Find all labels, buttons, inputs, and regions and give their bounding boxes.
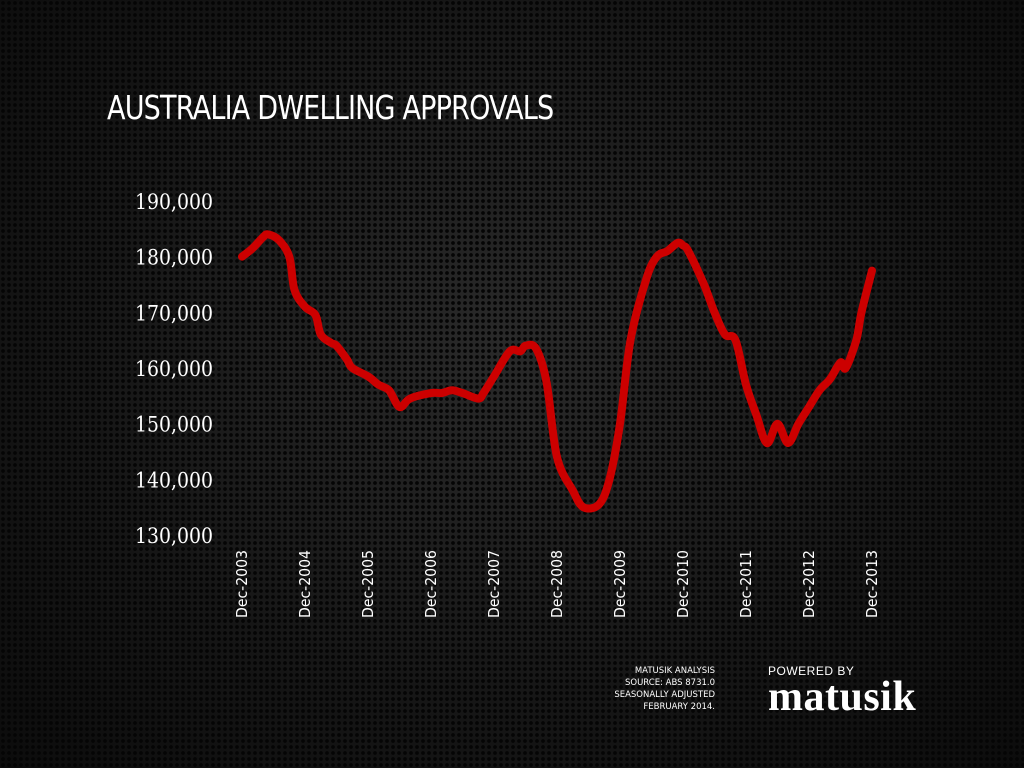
y-tick-label: 160,000: [135, 357, 213, 381]
source-note: MATUSIK ANALYSIS SOURCE: ABS 8731.0 SEAS…: [610, 665, 715, 713]
y-tick-label: 150,000: [135, 413, 213, 437]
source-line-1: MATUSIK ANALYSIS: [634, 666, 715, 676]
x-tick-label: Dec-2008: [548, 550, 566, 618]
x-tick-label: Dec-2009: [611, 550, 629, 618]
y-tick-label: 130,000: [135, 524, 213, 548]
matusik-logo: POWERED BY matusik: [768, 664, 917, 720]
logo-wordmark: matusik: [768, 674, 917, 720]
x-tick-label: Dec-2013: [863, 550, 881, 618]
x-tick-label: Dec-2005: [359, 550, 377, 618]
logo-powered-by: POWERED BY: [768, 664, 855, 678]
source-line-2: SOURCE: ABS 8731.0: [625, 678, 715, 688]
x-tick-label: Dec-2003: [233, 550, 251, 618]
x-tick-label: Dec-2004: [296, 550, 314, 618]
x-tick-label: Dec-2010: [674, 550, 692, 618]
y-axis-ticks: 190,000 180,000 170,000 160,000 150,000 140,0…: [135, 190, 213, 548]
x-axis-ticks: Dec-2003 Dec-2004 Dec-2005 Dec-2006 Dec-2007…: [233, 550, 881, 618]
x-tick-label: Dec-2007: [485, 550, 503, 618]
x-tick-label: Dec-2006: [422, 550, 440, 618]
x-tick-label: Dec-2011: [737, 550, 755, 618]
y-tick-label: 170,000: [135, 301, 213, 325]
y-tick-label: 180,000: [135, 246, 213, 270]
series-group: [238, 230, 876, 513]
y-tick-label: 190,000: [135, 190, 213, 214]
series-line: [238, 230, 876, 513]
y-tick-label: 140,000: [135, 468, 213, 492]
x-tick-label: Dec-2012: [800, 550, 818, 618]
chart-title: AUSTRALIA DWELLING APPROVALS: [107, 88, 554, 127]
source-line-3: SEASONALLY ADJUSTED: [614, 690, 715, 700]
source-line-4: FEBRUARY 2014.: [643, 702, 715, 712]
